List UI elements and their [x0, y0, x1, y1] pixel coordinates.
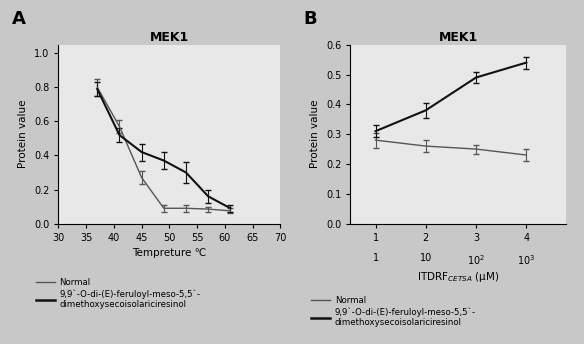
Text: 1: 1	[373, 253, 378, 263]
Y-axis label: Protein value: Protein value	[19, 100, 29, 169]
Text: 10: 10	[420, 253, 432, 263]
Y-axis label: Protein value: Protein value	[311, 100, 321, 169]
Text: 10$^2$: 10$^2$	[467, 253, 485, 267]
Legend: Normal, 9,9`-O-di-(E)-feruloyl-meso-5,5`-
dimethoxysecoisolariciresinol: Normal, 9,9`-O-di-(E)-feruloyl-meso-5,5`…	[311, 296, 476, 327]
X-axis label: Tempreture ℃: Tempreture ℃	[132, 248, 207, 258]
Legend: Normal, 9,9`-O-di-(E)-feruloyl-meso-5,5`-
dimethoxysecoisolariciresinol: Normal, 9,9`-O-di-(E)-feruloyl-meso-5,5`…	[36, 278, 200, 310]
Title: MEK1: MEK1	[439, 31, 478, 44]
Text: ITDRF$_{CETSA}$ (μM): ITDRF$_{CETSA}$ (μM)	[417, 270, 500, 284]
Text: 10$^3$: 10$^3$	[517, 253, 536, 267]
Title: MEK1: MEK1	[150, 31, 189, 44]
Text: A: A	[12, 10, 26, 28]
Text: B: B	[304, 10, 317, 28]
